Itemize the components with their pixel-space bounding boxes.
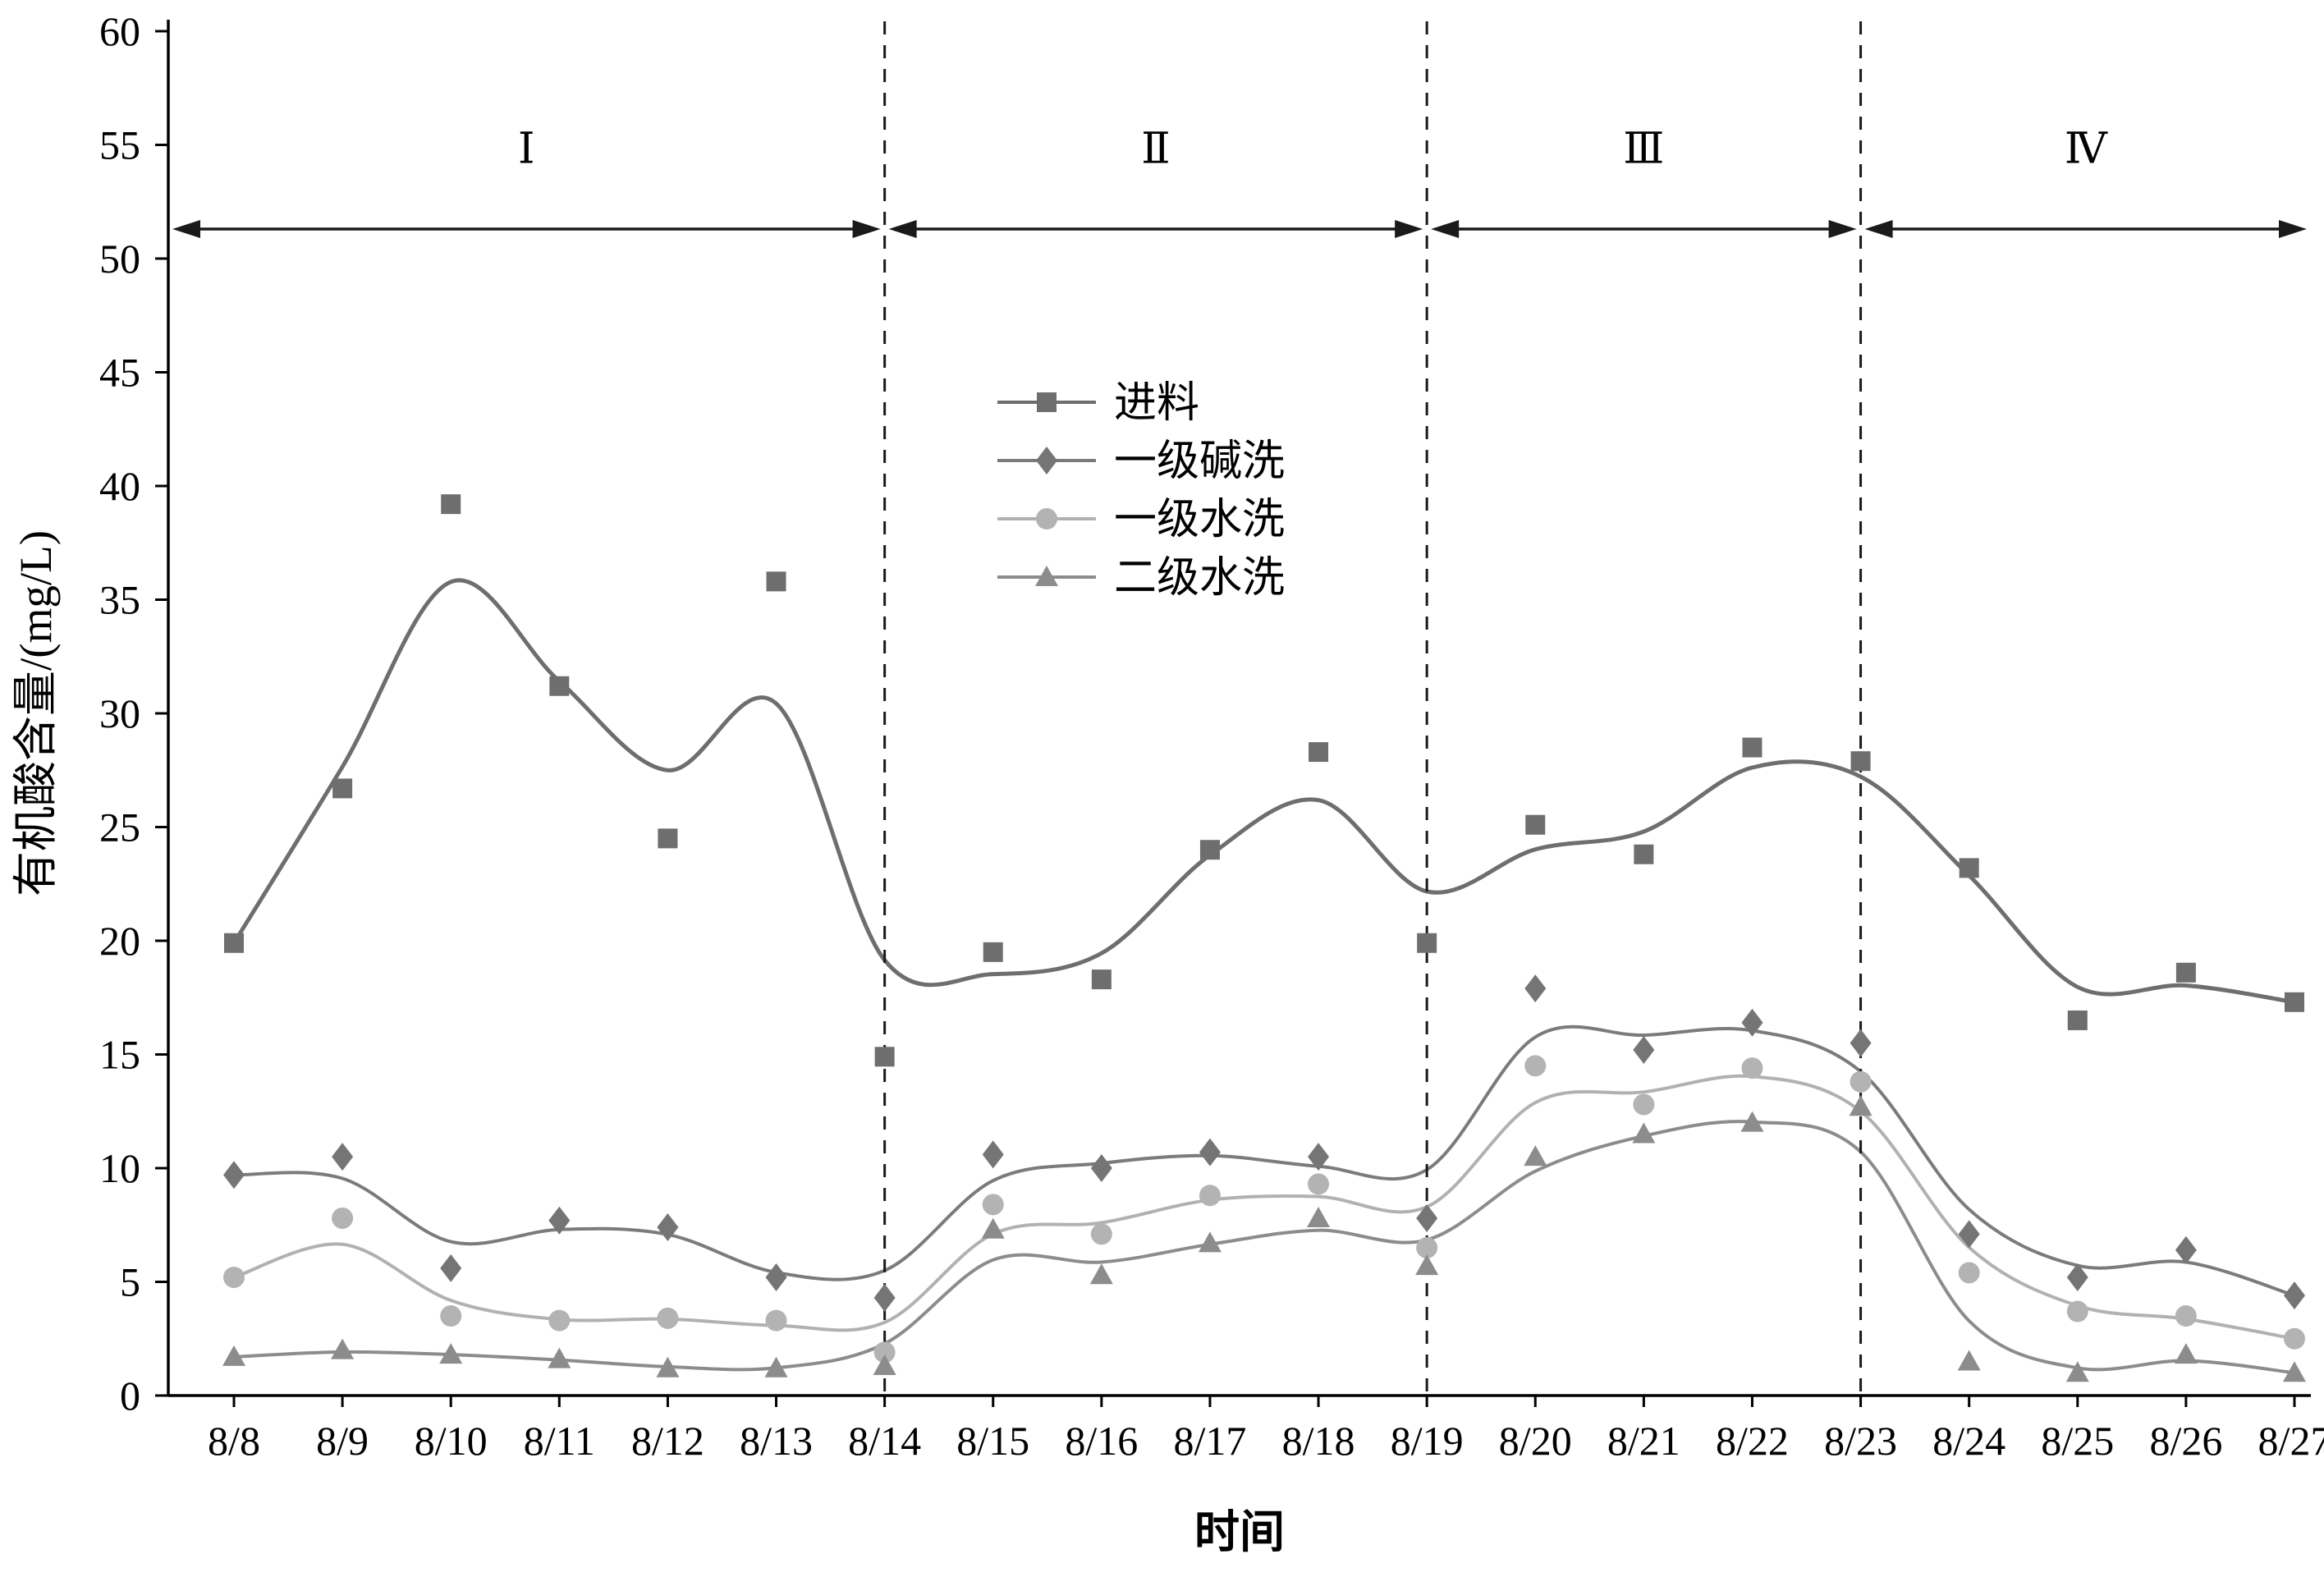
series-markers-feed — [224, 494, 2304, 1067]
series-markers-water-wash-1 — [223, 1055, 2305, 1364]
y-tick-label: 5 — [120, 1259, 140, 1305]
y-tick-label: 15 — [99, 1032, 140, 1078]
x-tick-label: 8/25 — [2041, 1418, 2114, 1464]
legend-item-alkali-wash-1: 一级碱洗 — [997, 438, 1285, 485]
x-tick-label: 8/21 — [1607, 1418, 1680, 1464]
arrowhead-left-icon — [1431, 219, 1460, 238]
arrowhead-left-icon — [172, 219, 200, 238]
y-tick-label: 20 — [99, 918, 140, 964]
x-tick-label: 8/20 — [1499, 1418, 1572, 1464]
x-tick-label: 8/22 — [1716, 1418, 1789, 1464]
y-tick-label: 45 — [99, 350, 140, 396]
x-tick-label: 8/11 — [524, 1418, 595, 1464]
arrowhead-right-icon — [1828, 219, 1857, 238]
legend-label: 二级水洗 — [1114, 555, 1285, 602]
x-tick-label: 8/8 — [208, 1418, 260, 1464]
x-tick-label: 8/12 — [631, 1418, 704, 1464]
legend-label: 一级碱洗 — [1114, 438, 1285, 485]
x-tick-label: 8/9 — [316, 1418, 369, 1464]
series-line-feed — [231, 578, 2297, 1005]
phase-region-Ⅰ: Ⅰ — [172, 126, 881, 238]
y-tick-label: 25 — [99, 804, 140, 850]
series-markers-water-wash-2 — [222, 1095, 2306, 1382]
y-tick-label: 30 — [99, 690, 140, 736]
legend-label: 一级水洗 — [1114, 497, 1285, 543]
y-tick-label: 55 — [99, 122, 140, 168]
phase-label: Ⅲ — [1623, 126, 1664, 173]
square-marker-icon — [1037, 392, 1057, 412]
y-tick-label: 10 — [99, 1145, 140, 1191]
legend-item-water-wash-1: 一级水洗 — [997, 497, 1285, 543]
x-tick-label: 8/23 — [1824, 1418, 1897, 1464]
arrowhead-right-icon — [2279, 219, 2307, 238]
x-tick-label: 8/14 — [848, 1418, 921, 1464]
phase-label: Ⅱ — [1141, 126, 1170, 173]
x-tick-label: 8/24 — [1932, 1418, 2005, 1464]
series-line-water-wash-2 — [232, 1120, 2296, 1375]
x-tick-label: 8/10 — [415, 1418, 488, 1464]
series-markers-alkali-wash-1 — [223, 974, 2305, 1312]
x-tick-label: 8/15 — [956, 1418, 1029, 1464]
y-tick-label: 60 — [99, 8, 140, 54]
x-axis-title: 时间 — [1194, 1507, 1285, 1557]
phase-region-Ⅳ: Ⅳ — [1864, 126, 2307, 238]
plot-area: 0 5 10 15 20 25 30 35 40 45 50 55 60 8/8 8/9 8/10 8/11 8/… — [99, 8, 2324, 1464]
legend-item-water-wash-2: 二级水洗 — [997, 555, 1285, 602]
diamond-marker-icon — [1036, 447, 1057, 474]
legend-label: 进料 — [1114, 380, 1199, 427]
x-tick-label: 8/27 — [2258, 1418, 2324, 1464]
y-tick-label: 50 — [99, 236, 140, 282]
phase-label: Ⅰ — [518, 126, 535, 173]
arrowhead-left-icon — [1864, 219, 1893, 238]
phase-label: Ⅳ — [2065, 126, 2108, 173]
y-tick-label: 0 — [120, 1373, 140, 1419]
y-tick-label: 35 — [99, 577, 140, 623]
series-line-water-wash-1 — [232, 1074, 2296, 1341]
x-tick-label: 8/26 — [2149, 1418, 2222, 1464]
x-tick-label: 8/17 — [1173, 1418, 1246, 1464]
circle-marker-icon — [1036, 508, 1057, 529]
legend-item-feed: 进料 — [997, 380, 1199, 427]
triangle-marker-icon — [1035, 566, 1058, 586]
x-tick-label: 8/16 — [1065, 1418, 1138, 1464]
x-tick-label: 8/18 — [1282, 1418, 1355, 1464]
arrowhead-right-icon — [852, 219, 881, 238]
y-tick-label: 40 — [99, 463, 140, 509]
phase-region-Ⅲ: Ⅲ — [1431, 126, 1857, 238]
x-tick-label: 8/19 — [1391, 1418, 1464, 1464]
y-axis-title: 有机酸含量/(mg/L) — [11, 530, 61, 896]
series-line-alkali-wash-1 — [232, 1024, 2296, 1298]
arrowhead-left-icon — [888, 219, 917, 238]
phase-region-Ⅱ: Ⅱ — [888, 126, 1423, 238]
arrowhead-right-icon — [1395, 219, 1423, 238]
x-tick-label: 8/13 — [740, 1418, 813, 1464]
